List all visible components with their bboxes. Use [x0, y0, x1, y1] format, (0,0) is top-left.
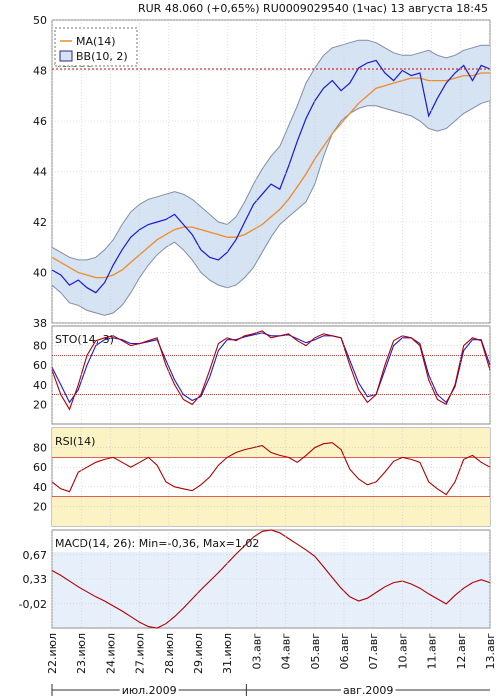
date-tick-label: 03.авг — [250, 633, 263, 670]
macd-background — [53, 552, 489, 627]
date-tick-label: 06.авг — [338, 633, 351, 670]
y-tick-label: 40 — [33, 267, 47, 280]
month-label-backing — [340, 684, 396, 697]
date-tick-label: 22.июл — [46, 633, 59, 674]
y-tick-label: 0,67 — [23, 549, 48, 562]
y-tick-label: 48 — [33, 65, 47, 78]
date-tick-label: 24.июл — [104, 633, 117, 674]
legend-bb-swatch — [59, 50, 73, 62]
macd-title: MACD(14, 26): Min=-0,36, Max=1,02 — [55, 537, 259, 550]
y-tick-label: 42 — [33, 216, 47, 229]
y-tick-label: 46 — [33, 115, 47, 128]
month-label-backing — [119, 684, 179, 697]
date-tick-label: 11.авг — [426, 633, 439, 670]
date-tick-label: 13.авг — [484, 633, 497, 670]
y-tick-label: 44 — [33, 166, 47, 179]
y-tick-label: 80 — [33, 340, 47, 353]
date-tick-label: 23.июл — [75, 633, 88, 674]
y-tick-label: -0,02 — [19, 598, 47, 611]
rsi-oversold-zone — [52, 496, 490, 526]
y-tick-label: 20 — [33, 500, 47, 513]
bollinger-lower-line — [51, 100, 491, 316]
price-panel: 3840424446485048.060 — [33, 14, 491, 330]
x-axis: 22.июл 23.июл 24.июл 27.июл 28.июл 29.июл 31.и… — [46, 20, 497, 697]
rsi-title: RSI(14) — [55, 435, 95, 448]
price-legend: MA(14) BB(10, 2) — [54, 27, 138, 67]
stochastic-panel: 20 40 60 80 — [33, 330, 491, 411]
rsi-panel: 20 40 60 80 — [33, 428, 491, 526]
stoch-k-line — [51, 330, 491, 411]
y-tick-label: 80 — [33, 442, 47, 455]
price-line — [51, 59, 491, 294]
legend-bb-label: BB(10, 2) — [76, 50, 128, 63]
date-tick-label: 27.июл — [134, 633, 147, 674]
macd-line — [51, 529, 491, 629]
ma-line — [51, 72, 490, 279]
chart-header: RUR 48.060 (+0,65%) RU0009029540 (1час) … — [138, 2, 488, 15]
date-tick-label: 12.авг — [455, 633, 468, 670]
date-tick-label: 28.июл — [163, 633, 176, 674]
bollinger-upper-line — [51, 39, 490, 261]
date-tick-label: 07.авг — [367, 633, 380, 670]
date-tick-label: 04.авг — [280, 633, 293, 670]
date-tick-label: 31.июл — [221, 633, 234, 674]
date-tick-label: 29.июл — [192, 633, 205, 674]
date-tick-label: 10.авг — [396, 633, 409, 670]
y-tick-label: 50 — [33, 14, 47, 27]
bollinger-band-area — [52, 40, 490, 316]
stoch-d-line — [51, 332, 491, 404]
y-tick-label: 0,33 — [23, 573, 48, 586]
stoch-panel-frame — [51, 325, 491, 425]
y-tick-label: 40 — [33, 379, 47, 392]
rsi-line — [51, 442, 491, 496]
y-tick-label: 20 — [33, 398, 47, 411]
month-label: июл.2009 — [122, 684, 177, 697]
y-tick-label: 40 — [33, 481, 47, 494]
month-label: авг.2009 — [343, 684, 394, 697]
legend-ma-label: MA(14) — [76, 35, 116, 48]
date-tick-label: 05.авг — [309, 633, 322, 670]
y-tick-label: 38 — [33, 317, 47, 330]
stoch-title: STO(14, 3) — [55, 333, 114, 346]
macd-panel: 0,67 0,33 -0,02 — [19, 529, 491, 629]
y-tick-label: 60 — [33, 359, 47, 372]
y-tick-label: 60 — [33, 461, 47, 474]
